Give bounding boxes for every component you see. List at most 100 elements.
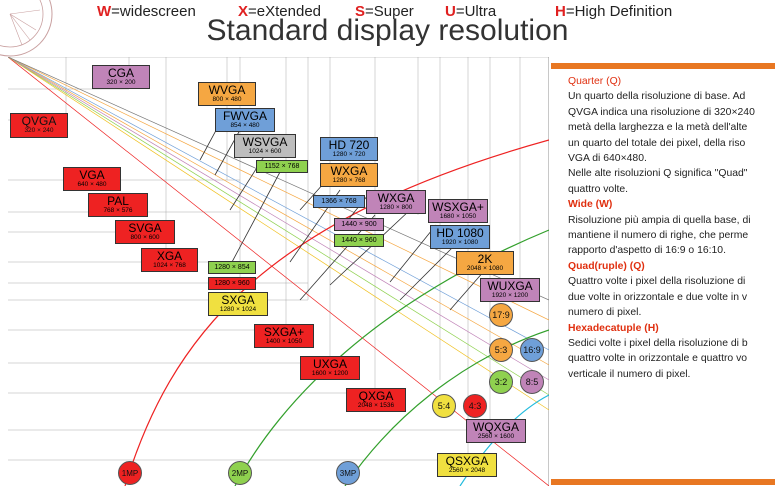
aspect-ratio-5-4: 5:4 — [432, 394, 456, 418]
resolution-name: HD 720 — [328, 138, 370, 152]
wide-heading: Wide (W) — [568, 199, 613, 211]
resolution-name: SXGA+ — [263, 325, 305, 339]
legend-text: =High Definition — [565, 3, 673, 20]
quad-heading: Quad(ruple) (Q) — [568, 260, 645, 272]
quarter-line: un quarto del totale dei pixel, della ri… — [568, 137, 746, 149]
resolution-name: 1366 × 768 — [321, 198, 357, 205]
legend-item-s: S=Super — [355, 3, 414, 20]
resolution-size: 2560 × 1600 — [477, 433, 515, 440]
resolution-box-qxga: QXGA 2048 × 1536 — [346, 388, 406, 412]
resolution-name: 1280 × 854 — [214, 264, 250, 271]
aspect-ratio-16-9: 16:9 — [520, 338, 544, 362]
resolution-size: 320 × 200 — [106, 79, 136, 86]
resolution-size: 1280 × 720 — [332, 151, 366, 158]
quarter-line: metà della larghezza e la metà dell'alte — [568, 122, 748, 134]
resolution-size: 854 × 480 — [230, 122, 260, 129]
quad-line: due volte in orizzontale e due volte in … — [568, 291, 748, 303]
resolution-name: WVGA — [208, 83, 246, 97]
resolution-name: VGA — [79, 168, 105, 182]
wide-line: Risoluzione più ampia di quella base, di — [568, 214, 751, 226]
resolution-size: 800 × 600 — [130, 234, 160, 241]
university-seal-logo — [0, 0, 53, 57]
quad-line: Quattro volte i pixel della risoluzione … — [568, 276, 746, 288]
legend-item-h: H=High Definition — [555, 3, 672, 20]
resolution-box-sxga-plus: SXGA+ 1400 × 1050 — [254, 324, 314, 348]
legend-text: =Ultra — [455, 3, 497, 20]
resolution-name: 1440 × 900 — [341, 221, 377, 228]
resolution-name: 2K — [477, 252, 493, 266]
aspect-ratio-3-2: 3:2 — [489, 370, 513, 394]
resolution-box-1440x960: 1440 × 960 — [334, 234, 384, 247]
resolution-name: WXGA — [377, 191, 415, 205]
resolution-size: 1600 × 1200 — [311, 370, 349, 377]
legend-text: =eXtended — [248, 3, 322, 20]
resolution-size: 640 × 480 — [77, 181, 107, 188]
quarter-line: Nelle alte risoluzioni Q significa "Quad… — [568, 168, 748, 180]
resolution-box-wuxga: WUXGA 1920 × 1200 — [480, 278, 540, 302]
resolution-box-1440x900: 1440 × 900 — [334, 218, 384, 231]
resolution-name: WSVGA — [242, 135, 288, 149]
quarter-line: Un quarto della risoluzione di base. Ad — [568, 91, 746, 103]
aspect-ratio-17-9: 17:9 — [489, 303, 513, 327]
resolution-name: 1280 × 960 — [214, 280, 250, 287]
resolution-size: 1024 × 600 — [248, 148, 282, 155]
megapixel-3mp: 3MP — [336, 461, 360, 485]
resolution-box-hd1080: HD 1080 1920 × 1080 — [430, 225, 490, 249]
resolution-name: SVGA — [128, 221, 162, 235]
resolution-size: 1024 × 768 — [153, 262, 186, 269]
resolution-size: 2560 × 2048 — [448, 467, 486, 474]
resolution-box-qvga: QVGA 320 × 240 — [10, 113, 68, 138]
resolution-box-pal: PAL 768 × 576 — [88, 193, 148, 217]
resolution-name: QSXGA — [445, 454, 489, 468]
resolution-name: XGA — [156, 249, 183, 263]
panel-text: Quarter (Q) Un quarto della risoluzione … — [568, 74, 775, 382]
resolution-box-fwvga: FWVGA 854 × 480 — [215, 108, 275, 132]
legend-item-u: U=Ultra — [445, 3, 496, 20]
resolution-name: WSXGA+ — [432, 200, 484, 214]
resolution-box-wvga: WVGA 800 × 480 — [198, 82, 256, 106]
wide-line: rapporto d'aspetto di 16:9 o 16:10. — [568, 245, 726, 257]
panel-top-bar — [551, 63, 775, 69]
resolution-size: 800 × 480 — [212, 96, 242, 103]
quarter-line: VGA di 640×480. — [568, 153, 647, 165]
resolution-box-1366x768: 1366 × 768 — [313, 195, 365, 208]
legend-letter: X — [238, 3, 249, 20]
resolution-box-wsxga-plus: WSXGA+ 1680 × 1050 — [428, 199, 488, 223]
megapixel-2mp: 2MP — [228, 461, 252, 485]
resolution-size: 320 × 240 — [24, 127, 54, 134]
hexa-heading: Hexadecatuple (H) — [568, 322, 659, 334]
legend-letter: W — [97, 3, 112, 20]
resolution-size: 1920 × 1200 — [491, 292, 529, 299]
resolution-box-uxga: UXGA 1600 × 1200 — [300, 356, 360, 380]
resolution-box-vga: VGA 640 × 480 — [63, 167, 121, 191]
resolution-box-xga: XGA 1024 × 768 — [141, 248, 198, 272]
aspect-ratio-5-3: 5:3 — [489, 338, 513, 362]
resolution-size: 2048 × 1080 — [466, 265, 504, 272]
resolution-size: 1680 × 1050 — [439, 213, 477, 220]
panel-bottom-bar — [551, 479, 775, 485]
resolution-name: 1152 × 768 — [264, 163, 300, 170]
resolution-box-qsxga: QSXGA 2560 × 2048 — [437, 453, 497, 477]
hexa-line: verticale il numero di pixel. — [568, 368, 691, 380]
legend-text: =widescreen — [111, 3, 196, 20]
resolution-box-wsvga: WSVGA 1024 × 600 — [234, 134, 296, 158]
resolution-size: 768 × 576 — [103, 207, 133, 214]
resolution-size: 1280 × 1024 — [219, 306, 257, 313]
resolution-box-wxga-1280x800: WXGA 1280 × 800 — [366, 190, 426, 214]
resolution-box-wqxga: WQXGA 2560 × 1600 — [466, 419, 526, 443]
resolution-name: WXGA — [330, 164, 368, 178]
legend-item-x: X=eXtended — [238, 3, 321, 20]
quad-line: numero di pixel. — [568, 307, 642, 319]
quarter-heading: Quarter (Q) — [568, 76, 622, 87]
resolution-box-1280x854: 1280 × 854 — [208, 261, 256, 274]
resolution-size: 1400 × 1050 — [265, 338, 303, 345]
legend-letter: H — [555, 3, 566, 20]
legend-item-w: W=widescreen — [97, 3, 196, 20]
quarter-line: quattro volte. — [568, 183, 629, 195]
resolution-box-wxga-1280x768: WXGA 1280 × 768 — [320, 163, 378, 187]
resolution-box-svga: SVGA 800 × 600 — [115, 220, 175, 244]
resolution-name: HD 1080 — [436, 226, 484, 240]
resolution-name: WQXGA — [472, 420, 519, 434]
resolution-size: 2048 × 1536 — [357, 402, 395, 409]
